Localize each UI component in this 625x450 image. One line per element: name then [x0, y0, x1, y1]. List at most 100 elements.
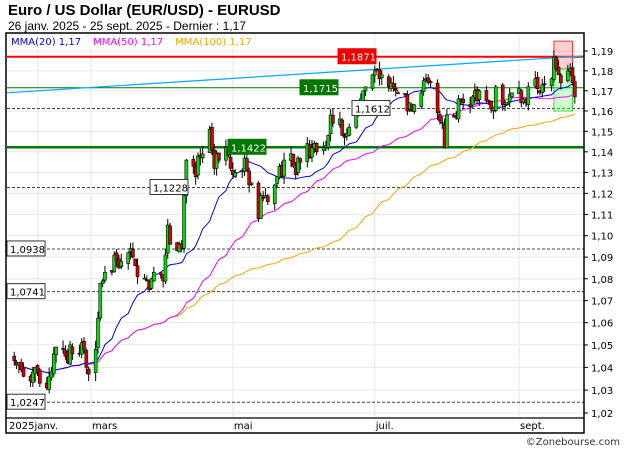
candle-body [486, 100, 491, 102]
candle-body [314, 143, 319, 153]
y-tick-label: 1,19 [591, 47, 613, 58]
candle [119, 253, 124, 269]
candle [275, 176, 279, 189]
candle [505, 101, 510, 105]
candle-body [347, 126, 351, 136]
candle-body [245, 158, 249, 171]
candle [38, 368, 42, 388]
y-tick-label: 1,09 [591, 253, 613, 264]
mma20-line [13, 83, 575, 374]
candle [396, 90, 400, 95]
candle-body [386, 76, 391, 88]
candle [540, 78, 545, 98]
candle [535, 71, 540, 95]
candle-body [510, 92, 514, 98]
candle [100, 279, 105, 288]
candle [342, 133, 347, 146]
candle [510, 92, 514, 99]
candle [291, 153, 296, 169]
candle [19, 358, 24, 373]
candle [96, 311, 100, 354]
level-label: 1,1871 [341, 53, 376, 64]
candle-body [131, 249, 135, 258]
candle [452, 113, 456, 118]
copyright: ©Zonebourse.com [526, 437, 620, 448]
legend-box [7, 33, 277, 47]
candle-body [412, 104, 417, 112]
candle-body [38, 369, 42, 384]
candle [328, 108, 333, 142]
candle [12, 351, 17, 366]
candle-body [249, 182, 254, 186]
candle-body [191, 159, 196, 167]
candle-body [500, 84, 505, 106]
level-label-box [351, 100, 391, 117]
candle [103, 265, 107, 283]
candle [247, 167, 251, 193]
candle-body [142, 277, 147, 280]
candle [210, 122, 214, 156]
y-tick-label: 1,16 [591, 107, 613, 118]
candle-body [489, 101, 493, 110]
candle-body [505, 102, 510, 105]
candle-body [291, 153, 296, 167]
candle [158, 271, 163, 279]
candle-body [112, 254, 117, 273]
candle-body [84, 350, 89, 368]
trend-line [6, 55, 585, 94]
candle [61, 340, 65, 354]
candle-body [340, 119, 345, 136]
y-tick-label: 1,15 [591, 127, 613, 138]
level-label: 1,1715 [303, 84, 338, 95]
candle-body [328, 114, 333, 134]
candle-body [168, 225, 172, 245]
candle [486, 99, 491, 105]
candle [84, 348, 89, 375]
candle [191, 155, 196, 174]
candle-body [21, 368, 26, 377]
candle-body [63, 350, 68, 357]
candle-body [96, 317, 100, 349]
candle [566, 64, 570, 83]
candle [114, 248, 119, 267]
candle-body [196, 155, 200, 176]
candle [426, 74, 431, 85]
candle [98, 282, 103, 321]
candle-body [435, 82, 440, 114]
plot-frame [5, 32, 585, 434]
candle-body [233, 172, 238, 177]
y-tick-label: 1,05 [591, 341, 613, 352]
candle [421, 77, 426, 96]
candle-body [331, 114, 335, 124]
candle-body [282, 159, 286, 177]
candle [326, 134, 331, 151]
legend-item: MMA(50) 1,17 [93, 37, 163, 48]
candle [149, 277, 154, 290]
candle-body [119, 261, 124, 267]
candle-body [342, 135, 347, 138]
level-label: 1,0741 [10, 288, 45, 299]
candle [93, 340, 98, 381]
candle-body [61, 348, 65, 350]
candle-body [54, 346, 58, 355]
candle [484, 85, 489, 104]
candle [70, 343, 75, 361]
candle-body [428, 81, 433, 84]
candle [391, 76, 396, 92]
y-tick-label: 1,03 [591, 386, 613, 397]
candle [363, 86, 368, 96]
candle-body [310, 147, 314, 158]
candle [477, 89, 482, 107]
candle [526, 82, 531, 111]
candle-body [549, 78, 554, 87]
legend-item: MMA(20) 1,17 [11, 37, 81, 48]
y-tick-label: 1,12 [591, 189, 613, 200]
candle-body [379, 74, 384, 79]
candle-body [228, 156, 233, 169]
candle [233, 169, 238, 179]
chart-title: Euro / US Dollar (EUR/USD) - EURUSD [8, 2, 281, 19]
candle-body [93, 349, 98, 373]
candle-body [82, 340, 86, 350]
x-tick-label: sept. [520, 421, 545, 432]
